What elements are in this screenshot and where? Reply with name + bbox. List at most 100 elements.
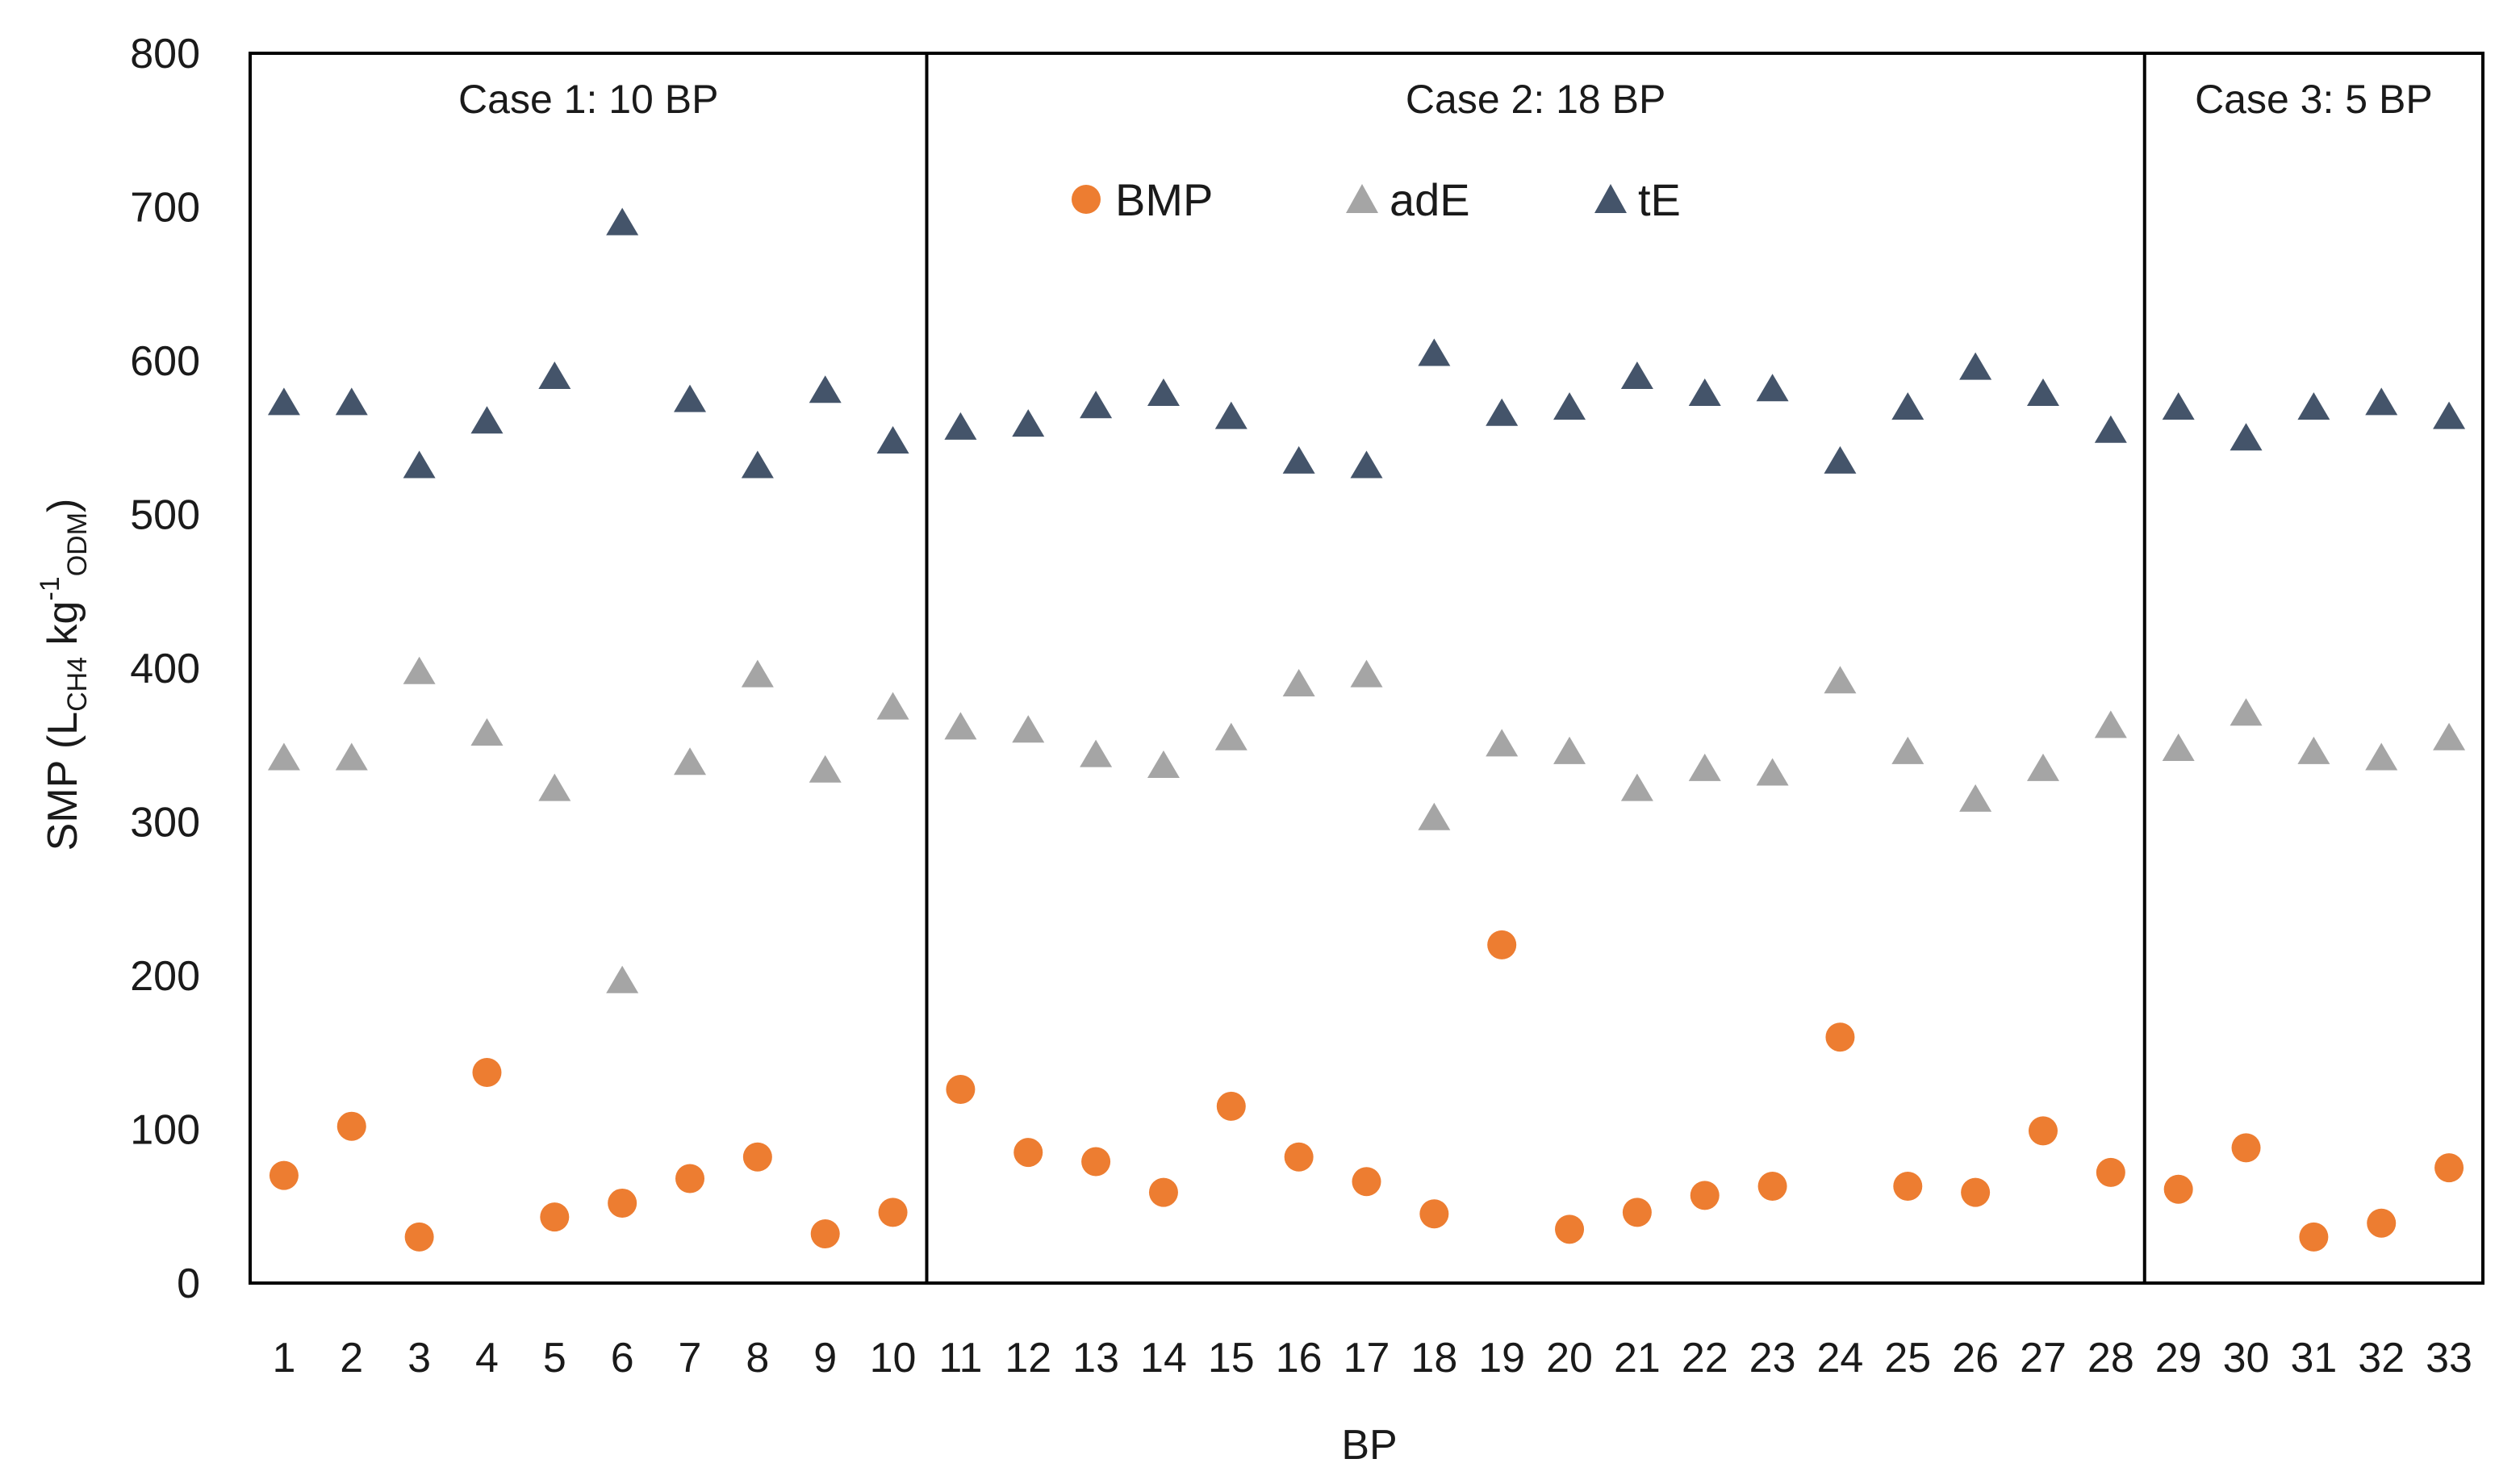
point-bmp [1690,1181,1720,1210]
y-title-sup: -1 [35,576,65,600]
x-tick-label: 28 [2087,1335,2134,1382]
point-ade [2433,722,2466,750]
point-ade [1012,715,1045,743]
point-te [2230,423,2263,451]
point-te [674,384,707,412]
y-tick-label: 300 [130,800,200,847]
point-ade [1824,666,1857,694]
x-tick-label: 23 [1749,1335,1796,1382]
point-bmp [1487,930,1517,959]
point-bmp [2231,1133,2261,1163]
point-ade [470,718,504,746]
point-ade [674,747,707,775]
point-te [1486,398,1519,426]
y-tick-label: 200 [130,953,200,1000]
x-tick-label: 11 [938,1335,982,1382]
point-bmp [2096,1157,2125,1187]
x-tick-label: 2 [340,1335,363,1382]
point-te [403,450,436,479]
x-tick-label: 10 [870,1335,917,1382]
legend: BMP adE tE [1072,174,1681,225]
point-ade [538,773,571,801]
point-te [2433,401,2466,429]
point-ade [2365,742,2398,771]
point-ade [2297,736,2330,764]
point-bmp [1284,1142,1314,1172]
point-ade [267,742,300,771]
point-ade [2162,734,2195,762]
point-ade [606,965,639,993]
x-tick-label: 16 [1276,1335,1323,1382]
point-bmp [2299,1222,2329,1252]
x-tick-label: 4 [475,1335,499,1382]
y-tick-label: 600 [130,338,200,385]
point-te [809,375,842,403]
point-bmp [946,1074,976,1104]
x-tick-label: 3 [407,1335,431,1382]
point-te [1147,378,1180,407]
point-ade [2026,753,2059,781]
point-te [470,406,504,434]
point-bmp [404,1222,434,1252]
point-te [2365,387,2398,416]
y-axis-title: SMP (LCH4 kg-1ODM) [35,499,93,851]
point-bmp [2367,1208,2397,1238]
x-tick-label: 15 [1208,1335,1255,1382]
point-bmp [1961,1177,1991,1207]
point-bmp [540,1202,570,1232]
point-te [741,450,774,479]
point-te [2094,415,2127,443]
point-te [606,207,639,236]
x-tick-label: 5 [543,1335,566,1382]
point-te [538,362,571,390]
point-bmp [1419,1199,1449,1229]
legend-label-te: tE [1638,174,1681,225]
point-te [267,387,300,416]
point-te [1012,409,1045,437]
point-te [1824,445,1857,474]
case-label: Case 1: 10 BP [458,77,718,122]
x-tick-label: 6 [611,1335,634,1382]
y-tick-label: 700 [130,185,200,232]
x-tick-label: 20 [1546,1335,1593,1382]
y-title-sub-odm: ODM [62,512,93,576]
point-te [1756,374,1789,402]
x-tick-label: 18 [1410,1335,1457,1382]
x-tick-label: 8 [746,1335,769,1382]
x-tick-label: 30 [2223,1335,2270,1382]
point-ade [1688,753,1721,781]
point-bmp [1825,1022,1855,1052]
x-tick-label: 7 [679,1335,702,1382]
point-bmp [878,1198,908,1227]
y-tick-label: 500 [130,492,200,539]
point-te [1214,401,1247,429]
legend-label-ade: adE [1390,174,1470,225]
point-te [2297,392,2330,420]
x-tick-label: 13 [1072,1335,1119,1382]
point-ade [2230,698,2263,726]
point-bmp [1893,1171,1923,1201]
point-ade [1891,736,1924,764]
point-bmp [2028,1116,2058,1146]
point-ade [403,656,436,684]
point-te [944,412,977,440]
point-ade [335,742,368,771]
point-bmp [269,1160,299,1190]
point-te [1282,445,1315,474]
point-te [1350,450,1383,479]
x-tick-label: 24 [1817,1335,1864,1382]
point-te [1080,391,1113,419]
x-axis-title: BP [1341,1422,1397,1469]
chart-marks-layer [267,207,2466,1252]
point-ade [741,659,774,688]
y-title-mid: kg [40,601,86,657]
case-label: Case 3: 5 BP [2195,77,2433,122]
y-tick-label: 800 [130,31,200,77]
x-tick-label: 31 [2290,1335,2337,1382]
legend-label-bmp: BMP [1115,174,1213,225]
point-ade [1214,722,1247,750]
point-ade [1080,739,1113,767]
point-te [1959,352,1992,380]
point-bmp [608,1188,637,1218]
